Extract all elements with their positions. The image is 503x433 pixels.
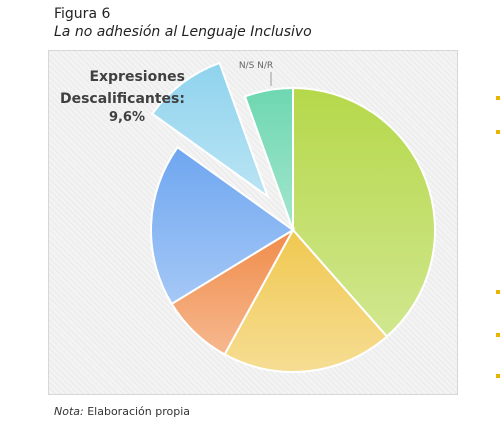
pie-slice-5 xyxy=(150,61,270,200)
pie-chart: N/S N/R Expresiones Descalificantes: 9,6% xyxy=(60,61,436,373)
label-expresiones-line1: Expresiones xyxy=(89,69,185,85)
chart-area: N/S N/R Expresiones Descalificantes: 9,6% xyxy=(48,50,458,395)
figure-number: Figura 6 xyxy=(54,6,111,22)
label-expresiones-line2: Descalificantes: xyxy=(60,91,185,107)
label-expresiones-value: 9,6% xyxy=(109,110,145,125)
label-nsnr: N/S N/R xyxy=(239,61,273,71)
note-prefix: Nota: xyxy=(54,405,84,418)
figure-subtitle: La no adhesión al Lenguaje Inclusivo xyxy=(54,24,312,40)
figure-note: Nota: Elaboración propia xyxy=(54,405,190,418)
pie-slice-1 xyxy=(292,86,436,338)
pie-slice-2 xyxy=(223,228,389,373)
pie-slice-4 xyxy=(150,145,295,306)
pie-slice-6 xyxy=(243,86,294,231)
note-text: Elaboración propia xyxy=(83,405,191,418)
